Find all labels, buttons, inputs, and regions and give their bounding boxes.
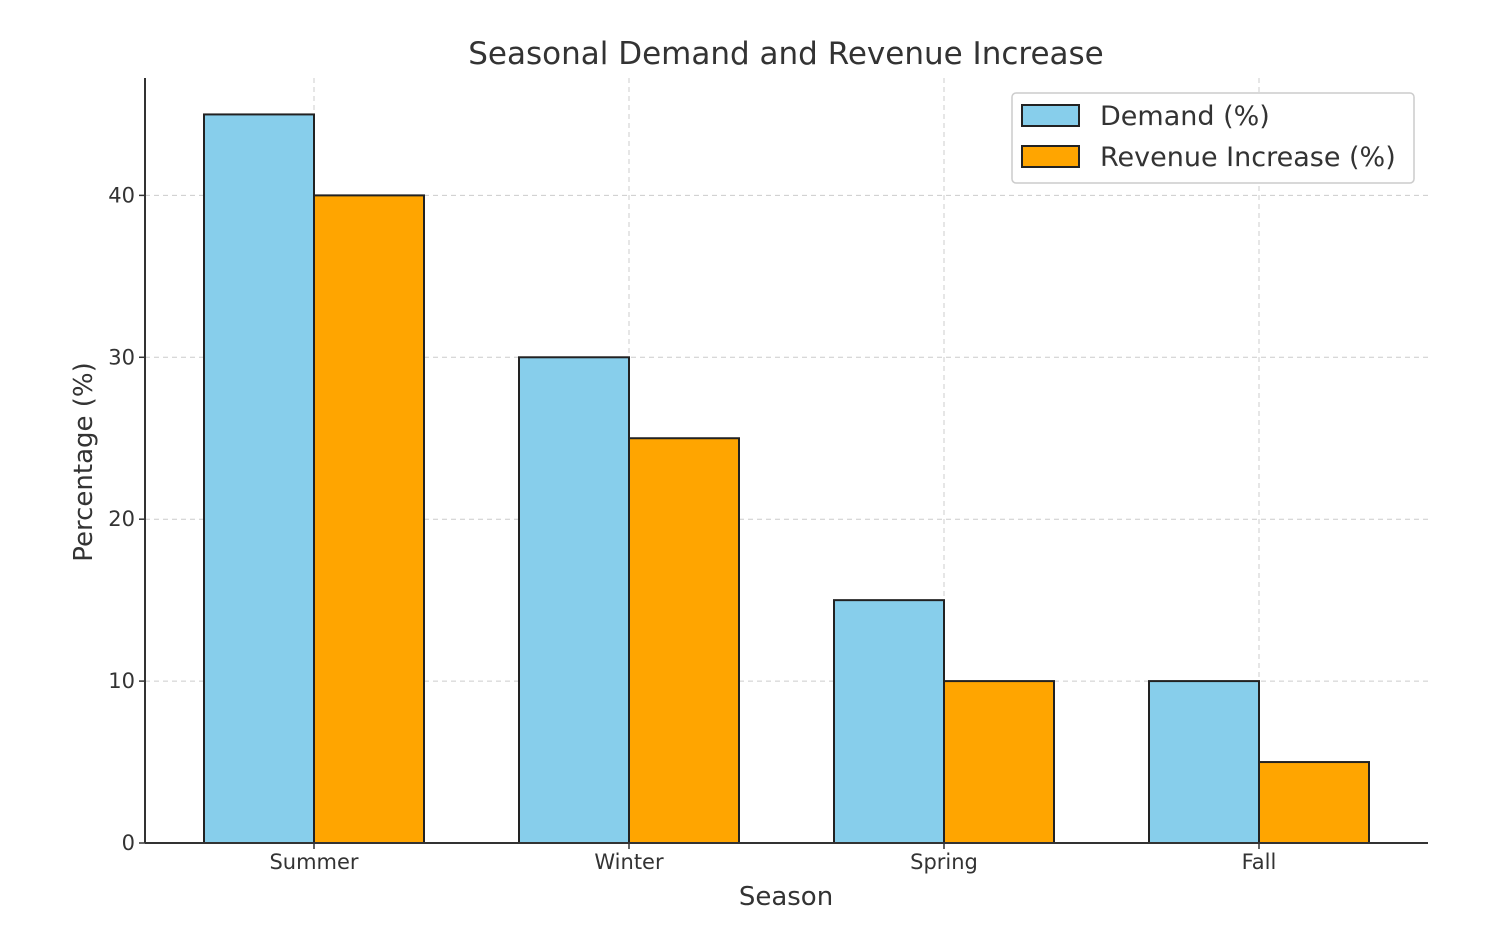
legend: Demand (%) Revenue Increase (%) [1011, 92, 1415, 184]
y-tick-label-1: 10 [108, 669, 135, 693]
x-axis-ticks: Summer Winter Spring Fall [269, 843, 1276, 874]
bar-fall-series-0 [1148, 680, 1260, 844]
legend-swatch-0 [1021, 104, 1080, 127]
legend-box [1011, 92, 1415, 184]
bar-winter-series-0 [518, 356, 630, 844]
bar-fall-series-1 [1258, 761, 1370, 844]
legend-label-0: Demand (%) [1100, 101, 1270, 132]
y-axis-label: Percentage (%) [69, 362, 99, 562]
legend-label-1: Revenue Increase (%) [1100, 142, 1396, 173]
chart-title: Seasonal Demand and Revenue Increase [468, 36, 1104, 72]
x-axis-label: Season [739, 882, 833, 912]
x-tick-label-2: Spring [910, 850, 978, 874]
y-tick-label-4: 40 [108, 183, 135, 207]
y-tick-label-2: 20 [108, 507, 135, 531]
bar-spring-series-1 [943, 680, 1055, 844]
y-tick-label-3: 30 [108, 345, 135, 369]
bar-summer-series-0 [203, 113, 315, 844]
bars [203, 113, 1370, 845]
x-tick-label-1: Winter [594, 850, 664, 874]
x-tick-label-3: Fall [1242, 850, 1277, 874]
legend-swatch-1 [1021, 145, 1080, 168]
y-axis-ticks: 0 10 20 30 40 [108, 183, 145, 855]
bar-spring-series-0 [833, 599, 945, 845]
bar-winter-series-1 [628, 437, 740, 844]
x-tick-label-0: Summer [269, 850, 358, 874]
bar-summer-series-1 [313, 194, 425, 844]
y-tick-label-0: 0 [122, 831, 135, 855]
